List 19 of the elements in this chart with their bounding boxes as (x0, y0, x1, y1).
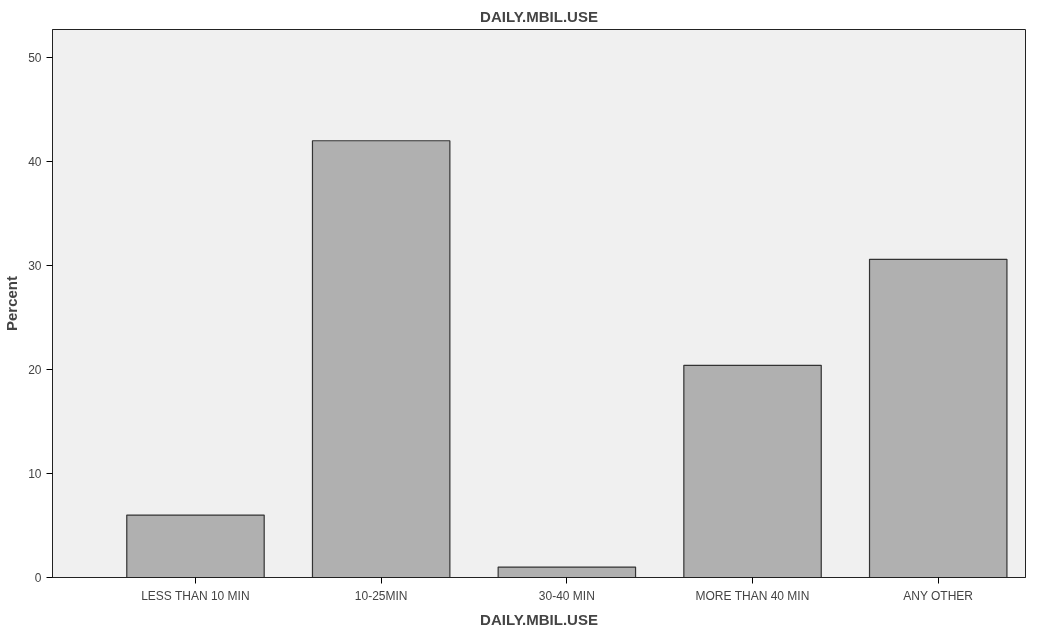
y-tick-label: 40 (28, 155, 42, 170)
x-axis-title: DAILY.MBIL.USE (480, 610, 598, 628)
x-tick-label: ANY OTHER (903, 588, 974, 603)
bar (683, 364, 822, 578)
bar (868, 258, 1008, 578)
x-tick-label: LESS THAN 10 MIN (141, 588, 250, 603)
y-tick-label: 50 (28, 51, 42, 66)
bar (311, 140, 451, 578)
y-axis-title: Percent (3, 275, 21, 332)
x-tick-label: MORE THAN 40 MIN (695, 588, 810, 603)
chart-title: DAILY.MBIL.USE (480, 7, 598, 25)
x-tick-label: 30-40 MIN (538, 588, 595, 603)
x-tick-label: 10-25MIN (354, 588, 408, 603)
y-tick-label: 10 (28, 467, 42, 482)
bar (497, 566, 637, 578)
bar (126, 514, 265, 578)
y-tick-label: 0 (34, 571, 42, 585)
y-tick-label: 30 (28, 259, 42, 274)
y-tick-label: 20 (28, 363, 42, 378)
